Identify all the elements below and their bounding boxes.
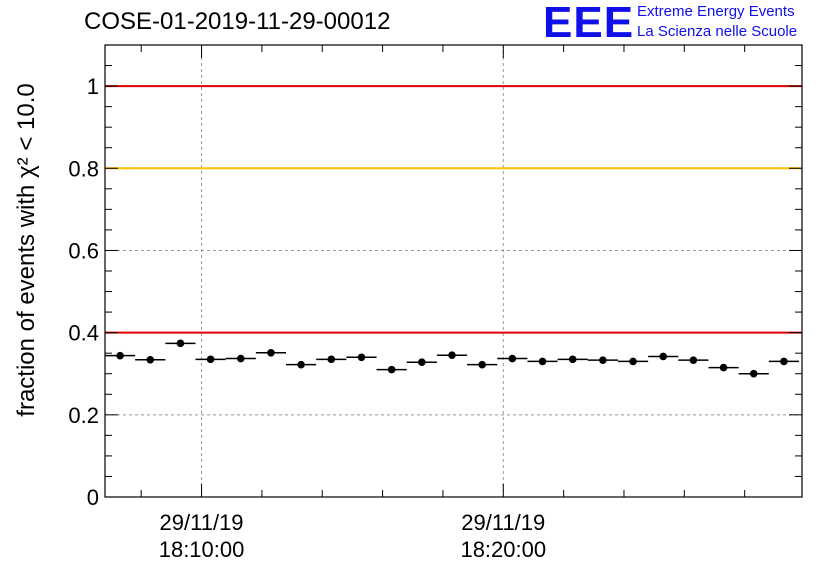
data-point bbox=[297, 360, 305, 369]
x-tick-date: 29/11/19 bbox=[160, 510, 244, 535]
data-point bbox=[327, 355, 336, 364]
y-axis-label: fraction of events with χ² < 10.0 bbox=[13, 83, 40, 416]
data-point bbox=[719, 363, 728, 372]
data-point bbox=[448, 351, 456, 360]
grid-layer bbox=[105, 45, 802, 497]
logo-text-line-2: La Scienza nelle Scuole bbox=[637, 23, 798, 40]
y-tick-label: 0 bbox=[87, 485, 99, 510]
data-point bbox=[478, 360, 486, 369]
data-point bbox=[538, 357, 547, 366]
data-point bbox=[116, 351, 124, 360]
data-point bbox=[629, 357, 637, 366]
x-tick-time: 18:20:00 bbox=[460, 537, 546, 562]
data-point bbox=[599, 356, 607, 364]
eee-logo: EEE bbox=[543, 0, 635, 47]
reference-lines bbox=[105, 85, 802, 334]
data-point bbox=[508, 354, 517, 363]
logo-text-line-1: Extreme Energy Events bbox=[637, 3, 795, 20]
y-tick-label: 0.2 bbox=[68, 403, 99, 428]
data-point bbox=[418, 358, 426, 367]
x-tick-time: 18:10:00 bbox=[159, 537, 245, 562]
data-point bbox=[176, 339, 185, 348]
data-point bbox=[689, 356, 698, 364]
axes-layer: 00.20.40.60.8129/11/1918:10:0029/11/1918… bbox=[68, 44, 803, 562]
data-point bbox=[267, 348, 275, 357]
data-point bbox=[206, 355, 215, 364]
chart-title: COSE-01-2019-11-29-00012 bbox=[84, 8, 391, 35]
data-point bbox=[749, 369, 758, 378]
y-tick-label: 0.4 bbox=[68, 321, 99, 346]
y-tick-label: 1 bbox=[87, 74, 99, 99]
data-point bbox=[357, 353, 366, 362]
data-point bbox=[780, 357, 788, 366]
data-layer bbox=[105, 339, 799, 378]
y-tick-label: 0.8 bbox=[68, 156, 99, 181]
data-point bbox=[659, 352, 668, 361]
y-tick-label: 0.6 bbox=[68, 238, 99, 263]
x-tick-date: 29/11/19 bbox=[461, 510, 545, 535]
plot-frame bbox=[104, 44, 803, 498]
data-point bbox=[568, 355, 577, 364]
data-point bbox=[387, 365, 396, 374]
data-point bbox=[236, 354, 245, 363]
data-point bbox=[146, 355, 155, 364]
